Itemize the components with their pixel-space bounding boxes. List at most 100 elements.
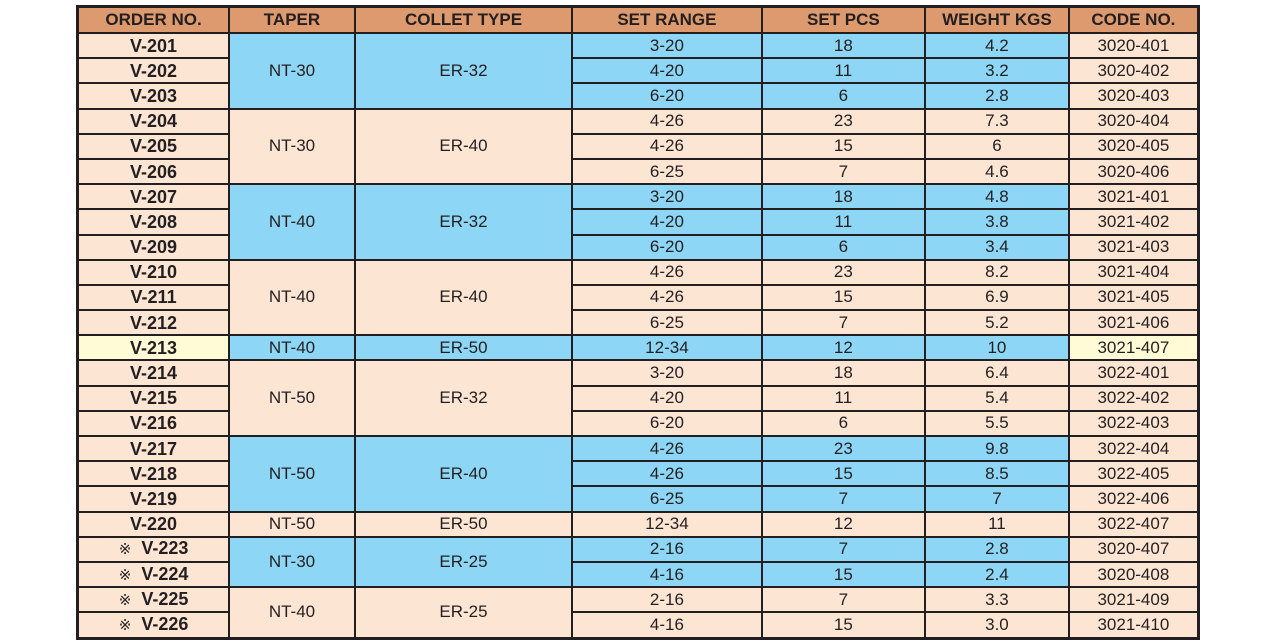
table-row: V-216 6-20 6 5.5 3022-403 [76,409,1200,438]
header-collet-type: COLLET TYPE [353,5,574,34]
header-code-no: CODE NO. [1067,5,1200,34]
set-range-cell: 6-20 [571,409,763,438]
code-no-cell: 3020-404 [1067,107,1200,135]
table-row: V-208 4-20 11 3.8 3021-402 [76,208,1200,236]
taper-cell: NT-30 [228,32,356,110]
collet-type-cell: ER-25 [353,586,574,639]
code-no-cell: 3021-410 [1067,611,1200,639]
weight-cell: 6.4 [924,359,1070,387]
set-range-cell: 2-16 [571,535,763,563]
order-no-cell: V-218 [76,460,231,488]
code-no-cell: 3022-403 [1067,409,1200,438]
order-no-text: V-223 [141,538,189,559]
set-pcs-cell: 18 [760,183,927,211]
order-no-cell: V-217 [76,434,231,463]
set-pcs-cell: 7 [760,535,927,563]
weight-cell: 8.5 [924,460,1070,488]
table-row: ※ V-223 NT-30 ER-25 2-16 7 2.8 3020-407 [76,535,1200,589]
order-no-text: V-202 [130,60,178,81]
weight-cell: 5.5 [924,409,1070,438]
set-range-cell: 4-16 [571,560,763,589]
order-no-text: V-225 [141,588,189,609]
set-range-cell: 2-16 [571,586,763,614]
order-no-text: V-217 [130,438,178,459]
weight-cell: 6.9 [924,283,1070,312]
weight-cell: 2.8 [924,535,1070,563]
taper-cell: NT-50 [228,359,356,437]
set-range-cell: 4-16 [571,611,763,639]
collet-type-cell: ER-50 [353,510,574,538]
set-pcs-cell: 23 [760,434,927,463]
set-range-cell: 3-20 [571,31,763,60]
set-range-cell: 4-20 [571,208,763,236]
header-taper: TAPER [228,5,356,34]
order-no-text: V-201 [130,35,178,56]
set-pcs-cell: 15 [760,283,927,312]
taper-cell: NT-40 [228,334,356,362]
weight-cell: 2.4 [924,560,1070,589]
set-range-cell: 4-26 [571,460,763,488]
table-row: V-212 6-25 7 5.2 3021-406 [76,309,1200,337]
order-no-text: V-207 [130,186,178,207]
order-no-cell: ※ V-226 [76,611,231,639]
weight-cell: 11 [924,510,1070,538]
weight-cell: 2.8 [924,82,1070,110]
set-range-cell: 12-34 [571,334,763,362]
table-row: V-205 4-26 15 6 3020-405 [76,132,1200,160]
weight-cell: 9.8 [924,434,1070,463]
order-no-text: V-226 [141,613,189,634]
order-no-text: V-210 [130,262,178,283]
code-no-cell: 3021-404 [1067,258,1200,286]
order-no-text: V-205 [130,136,178,157]
order-no-text: V-206 [130,161,178,182]
order-no-cell: V-212 [76,309,231,337]
order-no-cell: V-206 [76,157,231,186]
set-pcs-cell: 12 [760,334,927,362]
taper-cell: NT-50 [228,435,356,513]
code-no-cell: 3022-406 [1067,485,1200,513]
code-no-cell: 3022-401 [1067,359,1200,387]
order-no-text: V-213 [130,337,178,358]
set-pcs-cell: 15 [760,560,927,589]
code-no-cell: 3020-408 [1067,560,1200,589]
set-range-cell: 4-20 [571,384,763,412]
order-no-text: V-219 [130,488,178,509]
code-no-cell: 3020-406 [1067,157,1200,186]
code-no-cell: 3020-402 [1067,57,1200,85]
taper-cell: NT-50 [228,510,356,538]
collet-type-cell: ER-32 [353,32,574,110]
set-pcs-cell: 7 [760,485,927,513]
table-row: V-214 NT-50 ER-32 3-20 18 6.4 3022-401 [76,359,1200,437]
set-range-cell: 4-26 [571,283,763,312]
set-range-cell: 4-26 [571,107,763,135]
collet-type-cell: ER-32 [353,183,574,261]
order-no-text: V-216 [130,413,178,434]
table-row: V-213 NT-40 ER-50 12-34 12 10 3021-407 [76,334,1200,362]
set-pcs-cell: 6 [760,409,927,438]
order-no-text: V-224 [141,563,189,584]
code-no-cell: 3020-403 [1067,82,1200,110]
set-range-cell: 6-25 [571,485,763,513]
set-pcs-cell: 23 [760,258,927,286]
weight-cell: 3.3 [924,586,1070,614]
code-no-cell: 3022-407 [1067,510,1200,538]
taper-cell: NT-40 [228,183,356,261]
set-range-cell: 6-20 [571,233,763,261]
order-no-cell: V-215 [76,384,231,412]
order-no-text: V-214 [130,363,178,384]
collet-type-cell: ER-32 [353,359,574,437]
set-pcs-cell: 23 [760,107,927,135]
table-row: V-202 4-20 11 3.2 3020-402 [76,57,1200,85]
weight-cell: 4.8 [924,183,1070,211]
weight-cell: 7.3 [924,107,1070,135]
set-pcs-cell: 7 [760,157,927,186]
set-pcs-cell: 18 [760,31,927,60]
header-row: ORDER NO. TAPER COLLET TYPE SET RANGE SE… [76,5,1200,34]
order-no-cell: ※ V-223 [76,535,231,563]
set-range-cell: 4-20 [571,57,763,85]
table-row: V-219 6-25 7 7 3022-406 [76,485,1200,513]
code-no-cell: 3020-407 [1067,535,1200,563]
header-set-pcs: SET PCS [760,5,927,34]
set-pcs-cell: 11 [760,208,927,236]
order-no-text: V-211 [130,287,177,308]
